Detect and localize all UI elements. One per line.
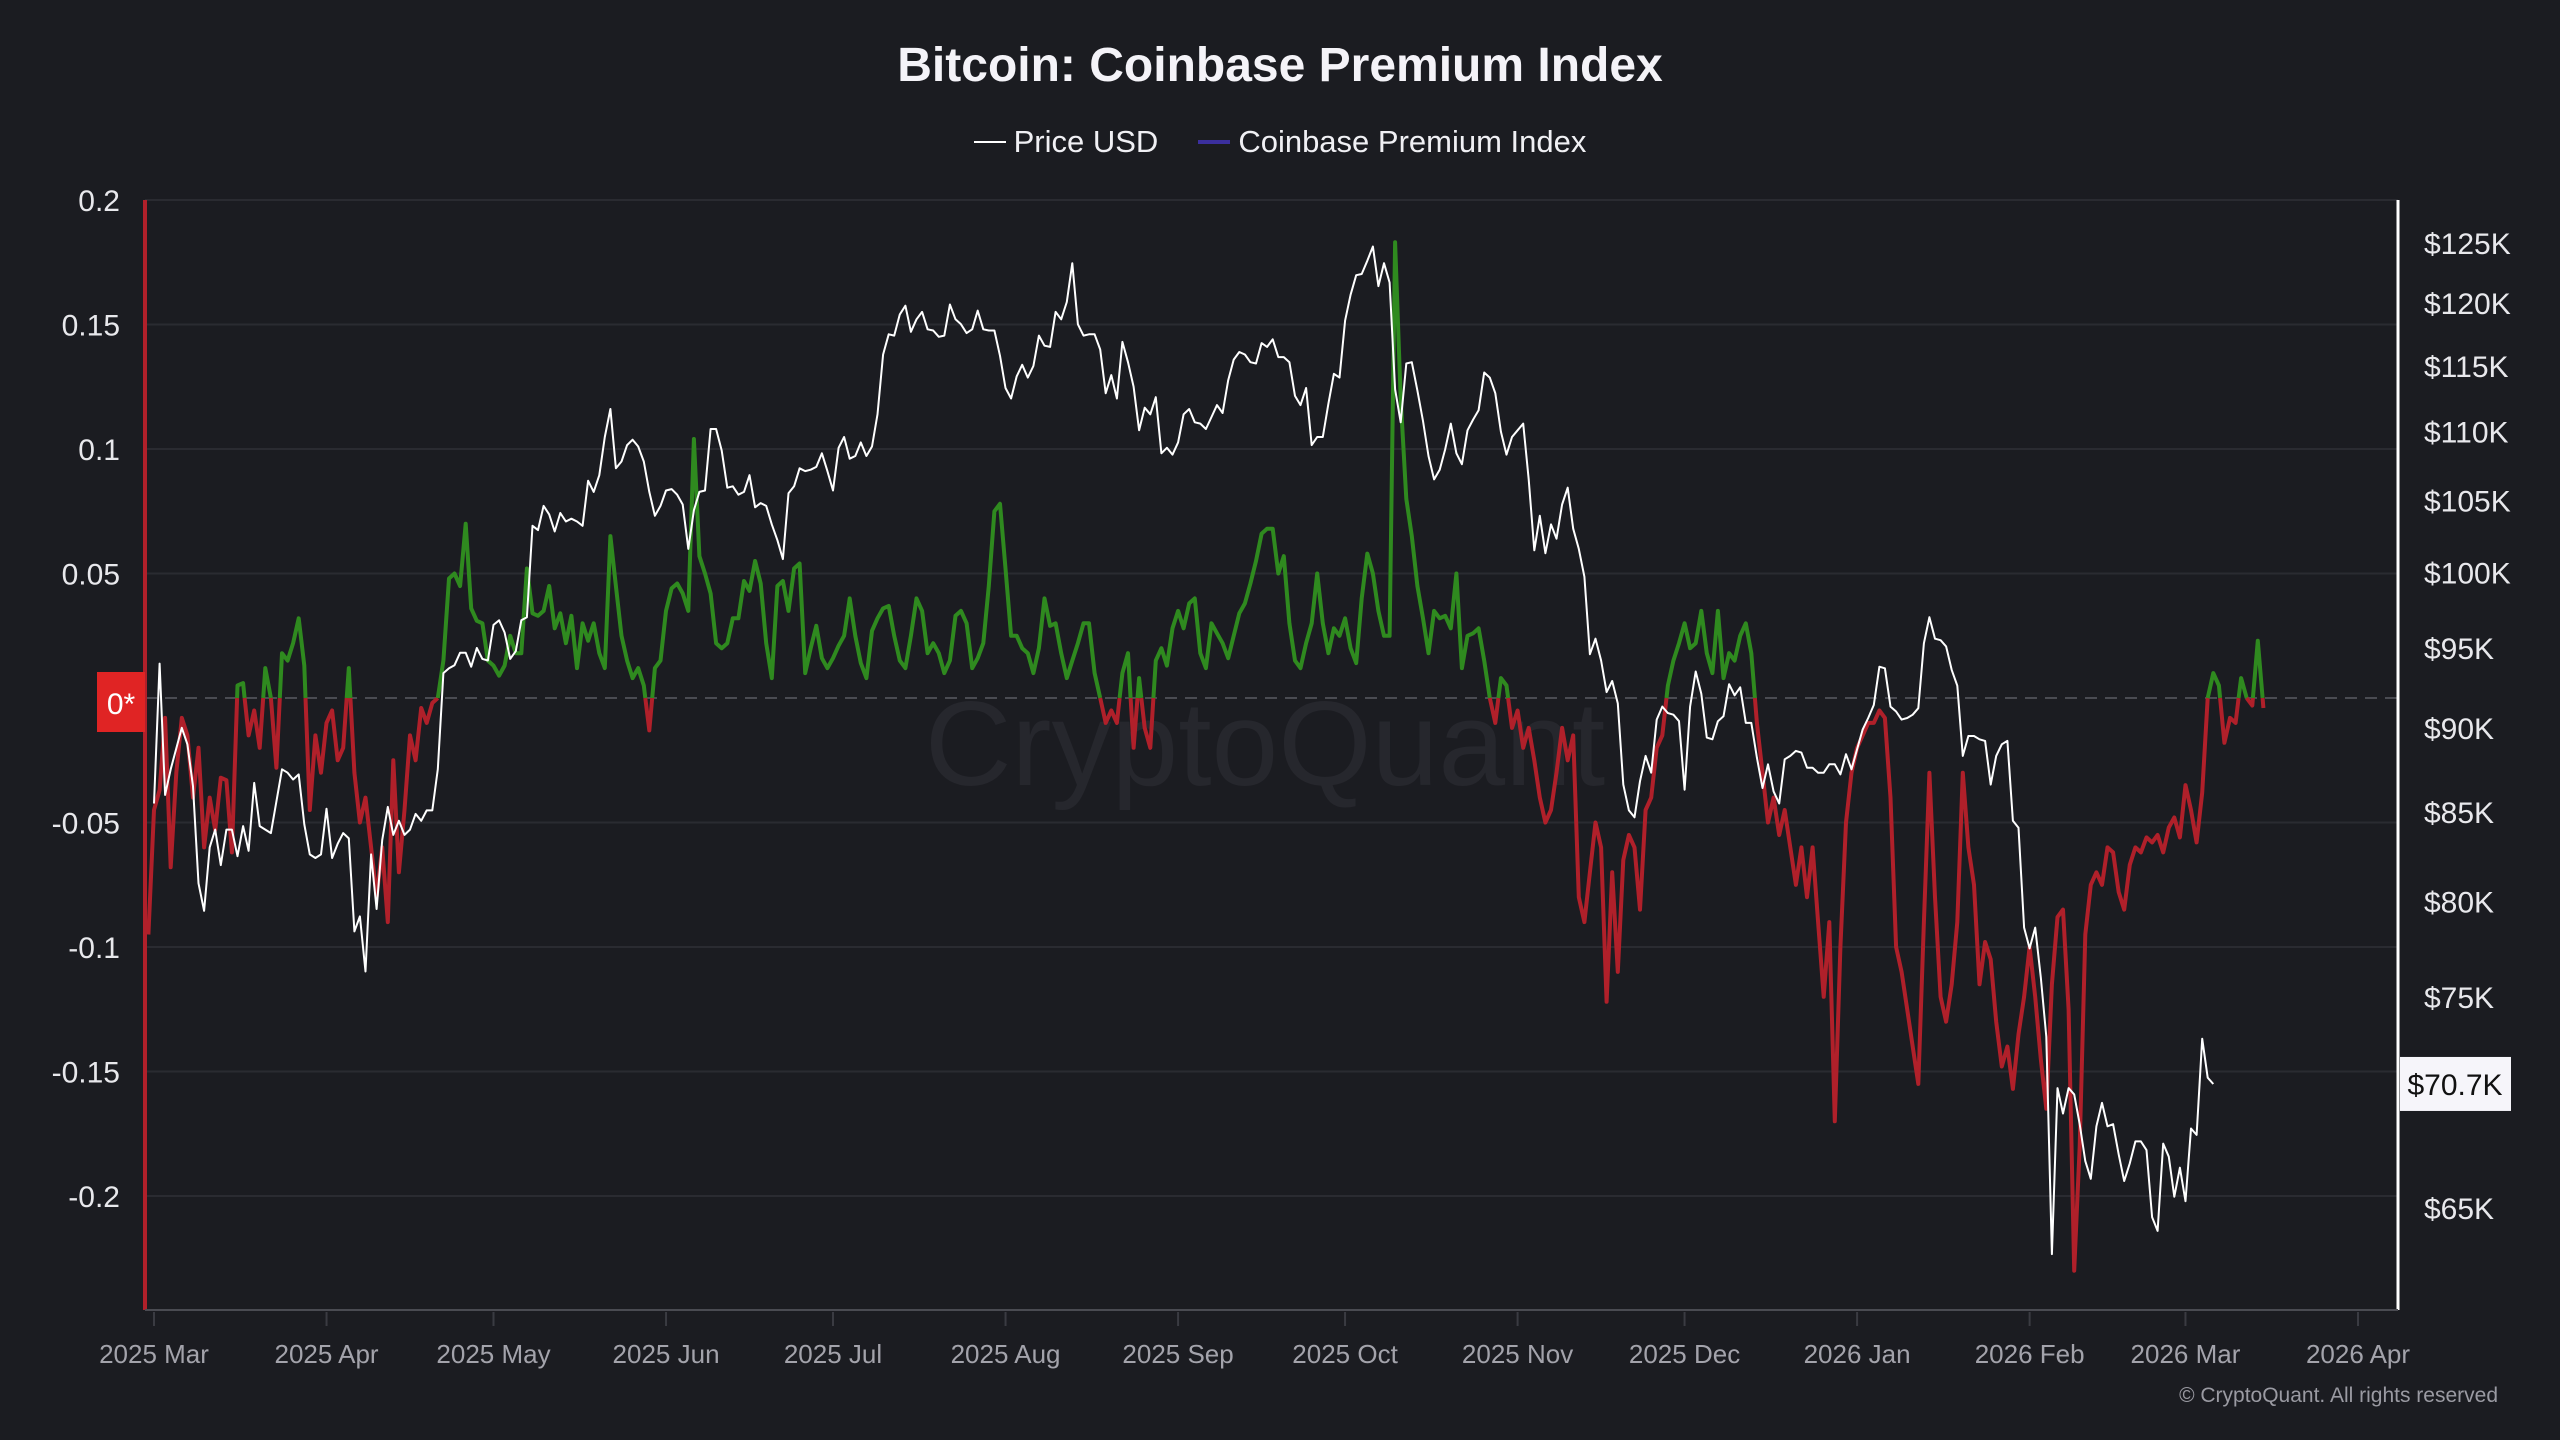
left-tick-label: -0.2	[68, 1181, 120, 1214]
premium-line-positive-segment	[650, 437, 1103, 699]
x-tick-label: 2025 Sep	[1122, 1339, 1233, 1369]
x-tick-label: 2025 Oct	[1292, 1339, 1398, 1369]
premium-line-positive-segment	[435, 521, 648, 699]
right-tick-label: $120K	[2424, 288, 2511, 321]
premium-line-positive-segment	[1117, 651, 1133, 699]
premium-line-positive-segment	[2205, 671, 2223, 699]
copyright-notice: © CryptoQuant. All rights reserved	[2179, 1384, 2498, 1407]
right-tick-label: $65K	[2424, 1193, 2494, 1226]
legend-label-price: Price USD	[1013, 124, 1159, 159]
premium-line-negative-segment	[303, 697, 349, 812]
premium-line-negative-segment	[643, 697, 655, 733]
left-tick-label: 0.15	[62, 310, 120, 343]
right-tick-label: $105K	[2424, 485, 2511, 518]
x-tick-label: 2025 May	[436, 1339, 550, 1369]
grid-lines	[145, 199, 2398, 1197]
current-price-label: $70.7K	[2407, 1069, 2502, 1102]
right-tick-label: $100K	[2424, 557, 2511, 590]
premium-line-negative-segment	[1487, 697, 1501, 725]
right-axis-ticks: $125K $120K $115K $110K $105K $100K $95K $90K $8…	[2424, 228, 2511, 1226]
premium-line-negative-segment	[1506, 697, 1669, 1004]
premium-line-positive-segment	[261, 666, 273, 699]
premium-line-negative-segment	[1752, 697, 2210, 1273]
chart-title: Bitcoin: Coinbase Premium Index	[897, 39, 1663, 92]
premium-line-positive-segment	[1664, 608, 1757, 699]
left-tick-label: -0.05	[52, 808, 120, 841]
x-tick-label: 2025 Aug	[951, 1339, 1061, 1369]
right-tick-label: $115K	[2424, 351, 2509, 384]
right-tick-label: $90K	[2424, 713, 2494, 746]
legend: Price USD Coinbase Premium Index	[0, 124, 2560, 160]
left-tick-label: -0.15	[52, 1057, 120, 1090]
x-tick-label: 2026 Mar	[2131, 1339, 2241, 1369]
left-tick-label: 0.2	[78, 185, 120, 218]
price-series	[153, 245, 2215, 1256]
right-tick-label: $85K	[2424, 797, 2494, 830]
premium-line-positive-segment	[1151, 240, 1492, 699]
x-axis-ticks: 2025 Mar 2025 Apr 2025 May 2025 Jun 2025 Jul…	[99, 1312, 2410, 1369]
premium-line-positive-segment	[235, 681, 247, 699]
x-tick-label: 2025 Apr	[274, 1339, 378, 1369]
premium-series	[146, 240, 2266, 1273]
premium-line-positive-segment	[1496, 676, 1511, 699]
x-tick-label: 2026 Feb	[1975, 1339, 2085, 1369]
legend-swatch-price	[973, 141, 1006, 143]
premium-line-positive-segment	[2250, 638, 2265, 699]
premium-line-positive-segment	[277, 616, 308, 699]
right-tick-label: $95K	[2424, 633, 2494, 666]
zero-badge-label: 0*	[107, 688, 136, 721]
legend-label-premium: Coinbase Premium Index	[1238, 124, 1587, 159]
premium-line-positive-segment	[1135, 676, 1144, 699]
x-tick-label: 2025 Jun	[613, 1339, 720, 1369]
premium-line-negative-segment	[348, 696, 440, 925]
premium-line-negative-segment	[1098, 697, 1122, 725]
axes	[143, 200, 2400, 1311]
legend-swatch-premium	[1198, 140, 1231, 144]
premium-line-positive-segment	[2236, 676, 2249, 699]
zero-badge	[97, 672, 145, 732]
right-tick-label: $125K	[2424, 228, 2511, 261]
premium-line-positive-segment	[344, 666, 353, 699]
left-tick-label: 0.1	[78, 434, 120, 467]
premium-line-negative-segment	[2218, 697, 2241, 745]
legend-item-premium[interactable]: Coinbase Premium Index	[1198, 124, 1586, 160]
premium-line-negative-segment	[1128, 697, 1140, 750]
x-tick-label: 2026 Jan	[1804, 1339, 1911, 1369]
x-tick-label: 2026 Apr	[2306, 1339, 2410, 1369]
current-price-badge	[2400, 1056, 2511, 1111]
price-line	[153, 245, 2215, 1256]
legend-item-price[interactable]: Price USD	[973, 124, 1159, 160]
x-tick-label: 2025 Mar	[99, 1339, 209, 1369]
right-tick-label: $75K	[2424, 982, 2494, 1015]
left-tick-label: 0.05	[62, 559, 120, 592]
left-axis-ticks: 0.2 0.15 0.1 0.05 -0.05 -0.1 -0.15 -0.2	[52, 185, 120, 1214]
premium-line-negative-segment	[242, 697, 266, 750]
x-tick-label: 2025 Dec	[1629, 1339, 1740, 1369]
x-tick-label: 2025 Jul	[784, 1339, 882, 1369]
premium-line-negative-segment	[1139, 697, 1156, 750]
right-tick-label: $80K	[2424, 887, 2494, 920]
premium-line-negative-segment	[2260, 697, 2266, 709]
right-tick-label: $110K	[2424, 417, 2509, 450]
premium-line-negative-segment	[2245, 696, 2255, 708]
badges: 0* $70.7K	[97, 672, 2511, 1111]
left-tick-label: -0.1	[68, 932, 120, 965]
premium-line-negative-segment	[268, 697, 282, 770]
x-tick-label: 2025 Nov	[1462, 1339, 1573, 1369]
